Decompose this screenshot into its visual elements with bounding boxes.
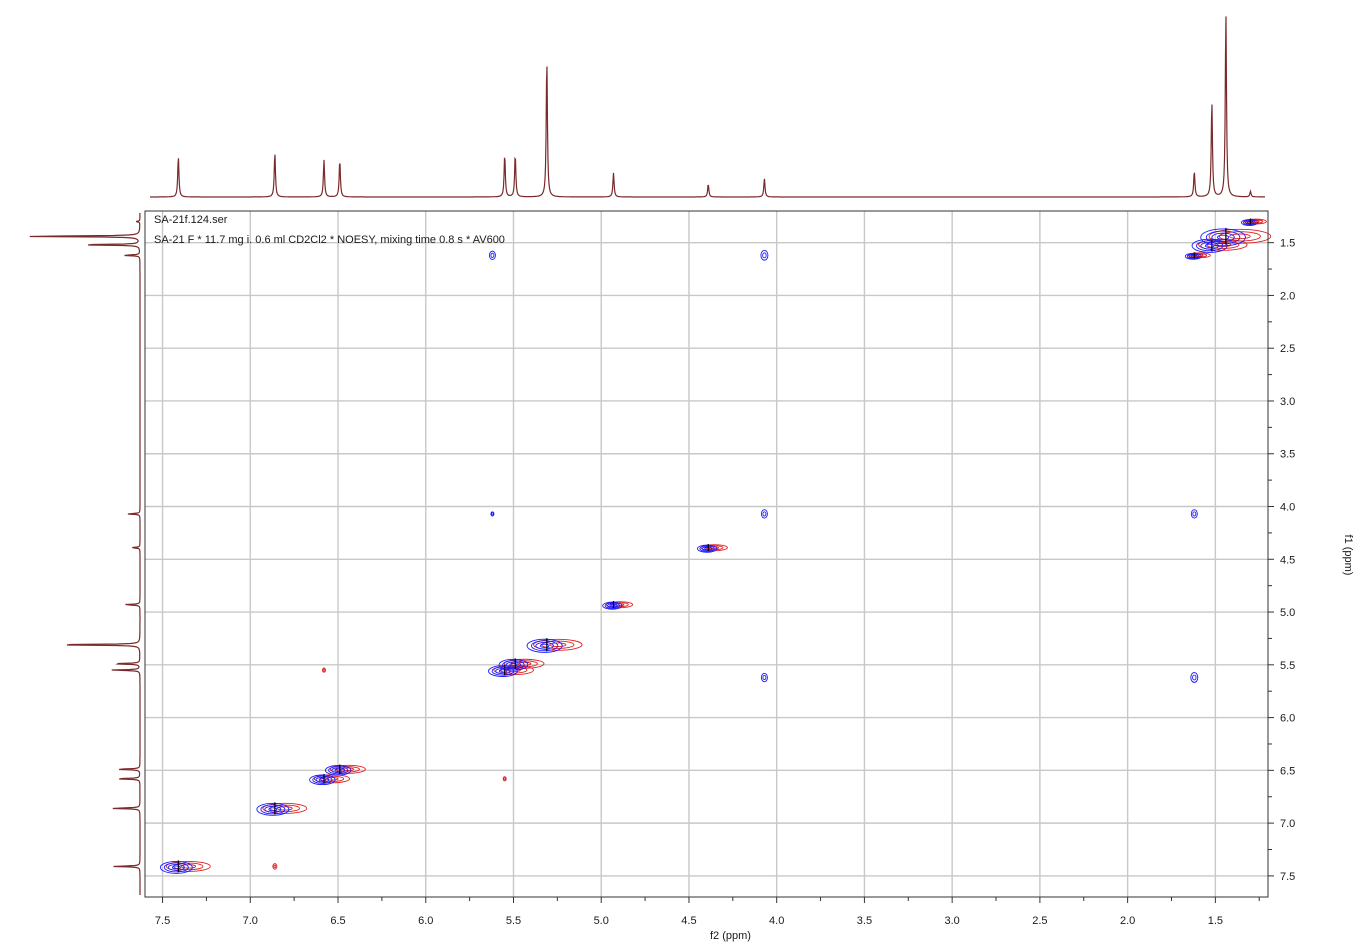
- cross-peak: [1190, 672, 1199, 683]
- diagonal-peak-positive: [526, 638, 563, 653]
- experiment-subtitle: SA-21 F * 11.7 mg i. 0.6 ml CD2Cl2 * NOE…: [154, 234, 505, 246]
- cross-peak: [760, 509, 768, 519]
- cross-peak: [760, 672, 768, 683]
- cross-peak: [502, 776, 507, 782]
- cross-peak: [760, 249, 769, 261]
- y-tick-label: 6.0: [1280, 713, 1295, 725]
- cross-peak: [1190, 509, 1198, 519]
- x-tick-label: 7.5: [155, 915, 170, 927]
- plot-frame: [144, 210, 1269, 898]
- diagonal-peak-positive: [498, 658, 529, 671]
- diagonal-peak-positive: [602, 601, 623, 610]
- y-axis-label: f1 (ppm): [1342, 534, 1354, 576]
- f1-projection-spectrum: [29, 213, 141, 895]
- diagonal-peak-positive: [256, 802, 290, 816]
- cross-peak: [488, 250, 496, 260]
- f1-projection-trace: [29, 213, 141, 895]
- f2-projection-trace: [150, 16, 1265, 198]
- contour-peaks: [159, 218, 1272, 874]
- y-tick-label: 4.5: [1280, 554, 1295, 566]
- x-tick-label: 1.5: [1208, 915, 1223, 927]
- y-tick-label: 3.5: [1280, 449, 1295, 461]
- x-tick-label: 5.0: [594, 915, 609, 927]
- cross-peak: [490, 511, 495, 517]
- y-tick-label: 3.0: [1280, 396, 1295, 408]
- x-tick-label: 3.5: [857, 915, 872, 927]
- x-axis-label: f2 (ppm): [710, 930, 751, 942]
- y-tick-label: 6.5: [1280, 765, 1295, 777]
- y-tick-label: 7.5: [1280, 871, 1295, 883]
- f2-projection-spectrum: [150, 16, 1265, 198]
- cross-peak: [322, 667, 326, 673]
- grid-lines: [145, 211, 1268, 897]
- dataset-title: SA-21f.124.ser: [154, 214, 228, 226]
- x-tick-label: 5.5: [506, 915, 521, 927]
- diagonal-peak-positive: [309, 774, 336, 786]
- y-tick-label: 5.5: [1280, 660, 1295, 672]
- cross-peak: [272, 863, 278, 870]
- x-tick-label: 6.5: [330, 915, 345, 927]
- x-tick-label: 4.5: [681, 915, 696, 927]
- x-tick-label: 2.0: [1120, 915, 1135, 927]
- diagonal-peak-positive: [159, 860, 193, 874]
- y-tick-label: 4.0: [1280, 502, 1295, 514]
- diagonal-peak-positive: [1200, 228, 1246, 247]
- y-tick-label: 2.5: [1280, 343, 1295, 355]
- y-tick-label: 7.0: [1280, 818, 1295, 830]
- axis-ticks: 7.5 7.0 6.5 6.0 5.5 5.0 4.5 4.0 3.5 3.0 2.5 2.0 1.5 1…: [155, 238, 1295, 927]
- y-tick-label: 2.0: [1280, 290, 1295, 302]
- y-tick-label: 5.0: [1280, 607, 1295, 619]
- x-tick-label: 4.0: [769, 915, 784, 927]
- y-tick-label: 1.5: [1280, 238, 1295, 250]
- x-tick-label: 2.5: [1032, 915, 1047, 927]
- x-tick-label: 7.0: [243, 915, 258, 927]
- x-tick-label: 3.0: [945, 915, 960, 927]
- diagonal-peak-positive: [324, 765, 352, 776]
- diagonal-peak-positive: [1241, 219, 1258, 227]
- diagonal-peak-positive: [697, 544, 718, 553]
- x-tick-label: 6.0: [418, 915, 433, 927]
- diagonal-peak-positive: [1184, 252, 1202, 260]
